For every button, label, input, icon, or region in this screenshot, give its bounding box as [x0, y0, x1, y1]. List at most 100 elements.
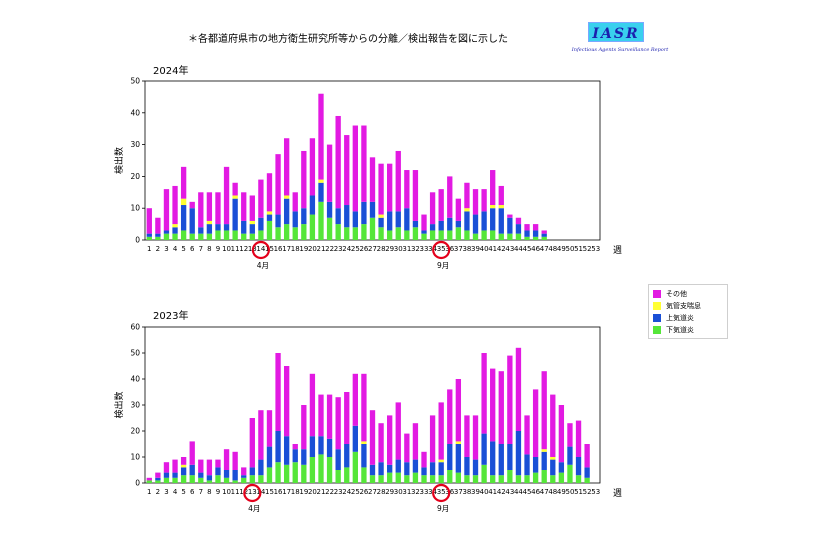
x-tick-label: 32 [411, 245, 420, 253]
y-tick-label: 40 [130, 375, 140, 384]
chart-title: 2023年 [153, 309, 188, 322]
bar-segment [241, 220, 247, 234]
bar-segment [429, 462, 436, 476]
bar-segment [455, 444, 462, 473]
bar-segment [387, 415, 393, 465]
x-tick-label: 48 [548, 488, 557, 496]
bar-segment [223, 470, 230, 478]
bar-segment [206, 192, 213, 221]
bar-segment [481, 211, 487, 231]
x-tick-label: 39 [471, 245, 480, 253]
bar-segment [283, 464, 290, 483]
bar-segment [472, 475, 479, 483]
bar-segment [507, 214, 513, 218]
x-tick-label: 35 [437, 245, 446, 253]
bar-segment [472, 459, 479, 476]
x-tick-label: 25 [351, 245, 360, 253]
bar-segment [318, 201, 324, 240]
bar-segment [550, 457, 556, 460]
bar-segment [532, 457, 539, 473]
bar-segment [524, 415, 530, 455]
bar-segment [481, 189, 487, 212]
bar-segment [232, 480, 238, 483]
bar-segment [490, 230, 496, 240]
chart-title: 2024年 [153, 64, 188, 77]
bar-segment [421, 475, 427, 483]
bar-segment [266, 467, 273, 483]
x-tick-label: 46 [531, 488, 540, 496]
bar-segment [438, 230, 444, 240]
bar-segment [584, 444, 590, 468]
x-tick-label: 3 [164, 488, 168, 496]
bar-segment [223, 230, 230, 240]
bar-segment [498, 233, 504, 240]
bar-segment [198, 472, 204, 478]
bar-segment [172, 459, 178, 473]
x-tick-label: 19 [299, 488, 308, 496]
x-tick-label: 1 [147, 488, 151, 496]
bar-segment [387, 211, 393, 231]
x-tick-label: 23 [334, 488, 343, 496]
bar-segment [472, 415, 479, 460]
x-tick-label: 40 [480, 488, 489, 496]
bar-segment [498, 208, 504, 234]
x-tick-label: 17 [282, 245, 291, 253]
x-tick-label: 49 [557, 245, 566, 253]
bar-segment [361, 125, 367, 202]
bar-segment [438, 402, 444, 460]
bar-segment [369, 464, 376, 476]
y-tick-label: 30 [130, 401, 140, 410]
bar-segment [558, 472, 565, 483]
bar-segment [335, 449, 341, 470]
bar-segment [412, 170, 419, 221]
bar-segment [292, 462, 298, 483]
x-tick-label: 45 [523, 488, 532, 496]
bar-segment [275, 214, 281, 228]
x-tick-label: 11 [231, 245, 240, 253]
bar-segment [258, 179, 264, 218]
bar-segment [532, 236, 539, 240]
bar-segment [472, 233, 479, 240]
bar-segment [515, 431, 522, 476]
bar-segment [180, 166, 187, 199]
bar-segment [369, 475, 376, 483]
legend-swatch [653, 326, 661, 334]
x-tick-label: 4 [173, 245, 178, 253]
bar-segment [163, 189, 170, 231]
x-tick-label: 31 [402, 488, 411, 496]
bar-segment [541, 230, 547, 234]
bar-segment [361, 224, 367, 240]
bar-segment [481, 353, 487, 434]
bar-segment [447, 176, 453, 218]
bar-segment [180, 230, 187, 240]
x-tick-label: 33 [420, 245, 429, 253]
y-tick-label: 20 [130, 427, 140, 436]
bar-segment [524, 224, 530, 231]
bar-segment [215, 192, 221, 225]
bar-segment [369, 410, 376, 465]
bar-segment [532, 472, 539, 483]
bar-segment [498, 444, 504, 476]
bar-segment [326, 438, 333, 457]
month-marker-circle [243, 483, 262, 503]
x-tick-label: 53 [591, 488, 600, 496]
bar-segment [198, 233, 204, 240]
bar-segment [361, 444, 367, 468]
x-tick-label: 29 [385, 488, 394, 496]
bar-segment [421, 467, 427, 476]
bar-segment [163, 230, 170, 234]
bar-segment [266, 211, 273, 215]
x-tick-label: 8 [207, 488, 211, 496]
bar-segment [249, 220, 255, 225]
bar-segment [412, 459, 419, 473]
bar-segment [292, 192, 298, 212]
bar-segment [344, 205, 350, 228]
bar-segment [378, 475, 384, 483]
bar-segment [172, 477, 178, 483]
bar-segment [404, 475, 410, 483]
bar-segment [464, 211, 470, 231]
bar-segment [275, 154, 281, 215]
bar-segment [541, 470, 547, 483]
x-tick-label: 44 [514, 488, 523, 496]
x-tick-label: 10 [222, 488, 231, 496]
